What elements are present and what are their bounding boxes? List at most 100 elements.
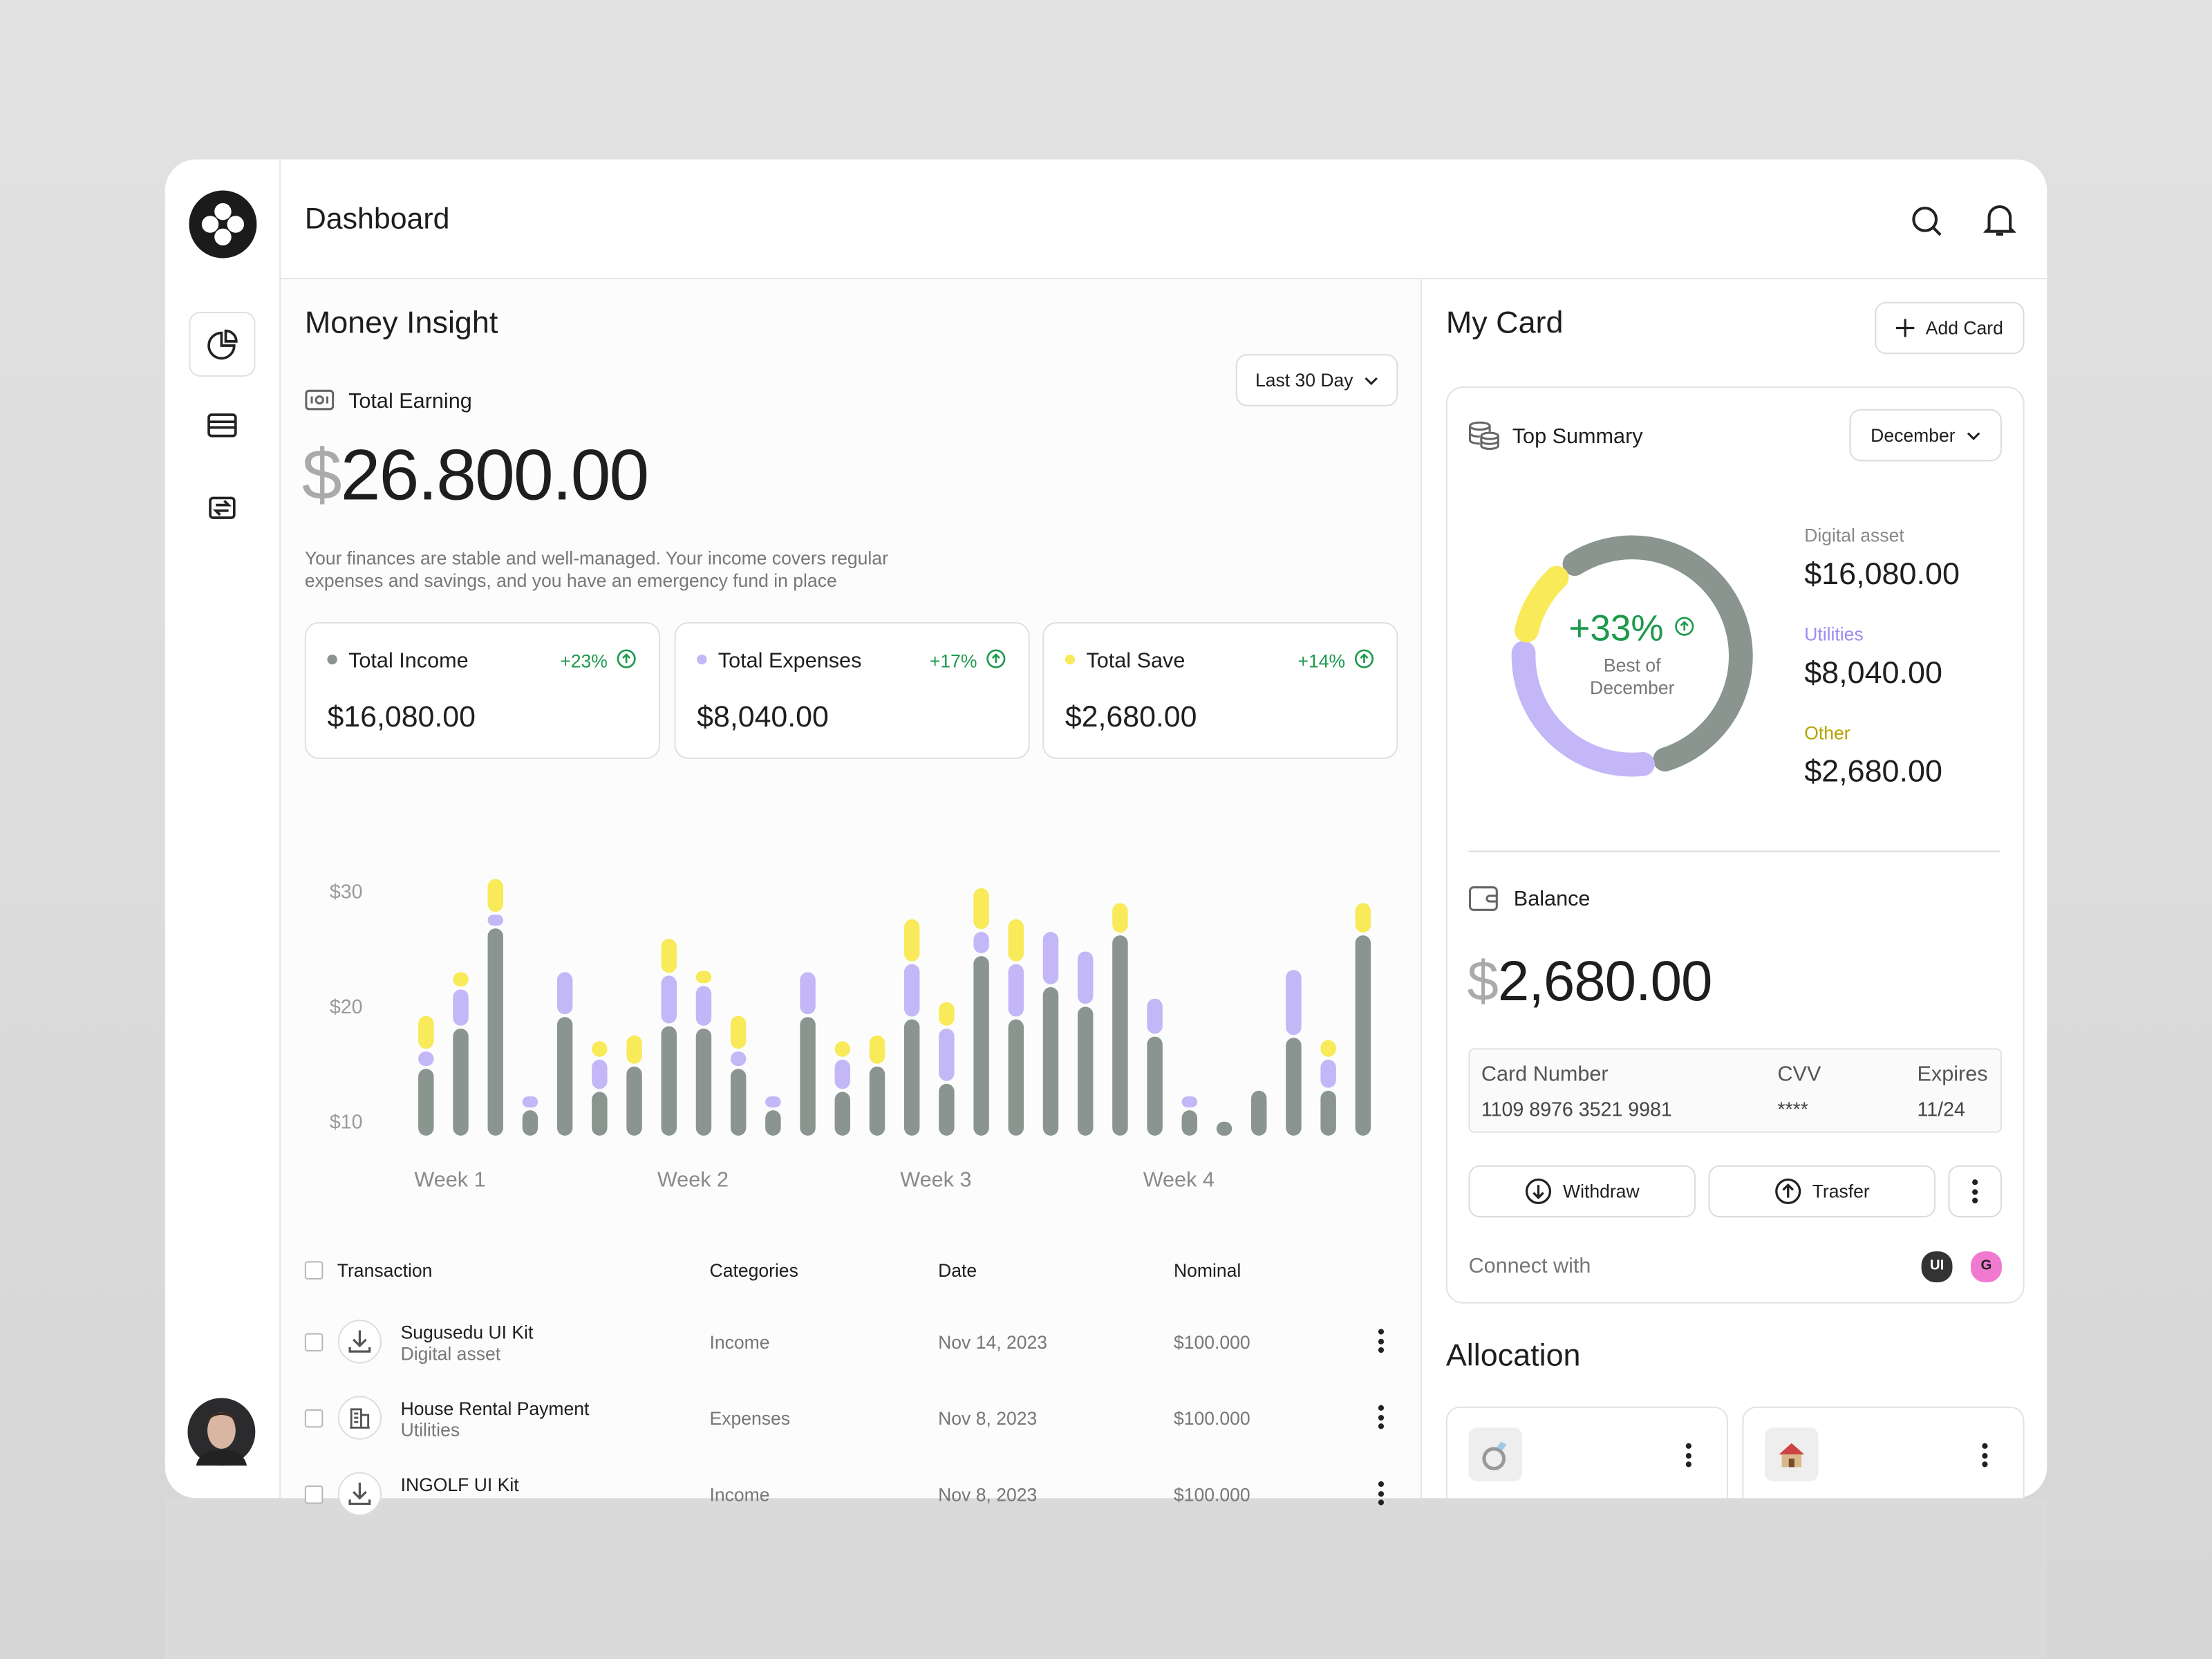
more-icon[interactable] [1378, 1405, 1385, 1433]
bar-segment [626, 1035, 642, 1064]
period-dropdown[interactable]: Last 30 Day [1235, 354, 1398, 406]
connection-badge[interactable]: UI [1920, 1250, 1954, 1284]
date: Nov 8, 2023 [938, 1483, 1038, 1506]
bar-segment [903, 919, 920, 962]
checkbox[interactable] [304, 1409, 324, 1428]
bar-segment [869, 1066, 885, 1136]
more-button[interactable] [1948, 1165, 2002, 1218]
nav-active[interactable] [189, 312, 256, 377]
bar-segment [903, 964, 920, 1017]
summary-value: $16,080.00 [1804, 556, 1960, 592]
search-icon[interactable] [1910, 205, 1944, 238]
bar-segment [730, 1069, 747, 1136]
logo[interactable] [189, 190, 257, 259]
header-divider [281, 278, 2047, 280]
bar-segment [592, 1091, 608, 1136]
stat-card[interactable] [674, 622, 1030, 759]
stat-change: +23% [560, 650, 608, 672]
more-icon[interactable] [1378, 1481, 1385, 1509]
bar-segment [1147, 998, 1163, 1034]
bar-segment [1320, 1059, 1336, 1088]
more-icon[interactable] [1685, 1443, 1691, 1471]
section-title: Money Insight [304, 304, 498, 340]
nav-transfer-icon[interactable] [206, 491, 238, 523]
connect-label: Connect with [1468, 1254, 1591, 1278]
bar-segment [1286, 970, 1302, 1035]
more-icon[interactable] [1378, 1329, 1385, 1356]
category: Income [709, 1331, 770, 1353]
bar-segment [1077, 951, 1094, 1004]
column-header: Transaction [337, 1259, 433, 1282]
checkbox[interactable] [304, 1485, 324, 1504]
nav-insight-icon[interactable] [206, 329, 238, 362]
bar-segment [1320, 1090, 1336, 1136]
bar-segment [453, 972, 469, 987]
date: Nov 14, 2023 [938, 1331, 1047, 1353]
up-icon [986, 649, 1006, 668]
action-button[interactable]: Trasfer [1708, 1165, 1936, 1218]
checkbox[interactable] [304, 1261, 324, 1280]
summary-icon [1468, 421, 1499, 450]
bar-segment [903, 1019, 920, 1136]
bar-segment [1008, 919, 1024, 962]
stat-value: $2,680.00 [1065, 701, 1197, 734]
bar-segment [418, 1069, 434, 1136]
bar-segment [973, 932, 989, 954]
column-header: Date [938, 1259, 977, 1282]
connection-badge[interactable]: G [1969, 1250, 2003, 1284]
donut-chart [1511, 535, 1753, 777]
month-dropdown[interactable]: December [1849, 409, 2002, 462]
plus-icon [1895, 319, 1915, 337]
notification-icon[interactable] [1983, 203, 2016, 238]
transaction-icon [337, 1320, 382, 1364]
bar-segment [695, 986, 712, 1026]
transaction-sub: Digital asset [400, 1342, 501, 1365]
up-icon [617, 649, 636, 668]
bar-segment [1077, 1006, 1094, 1136]
bar-segment [1355, 935, 1371, 1136]
stat-value: $8,040.00 [697, 701, 829, 734]
more-icon[interactable] [1982, 1443, 1988, 1471]
stat-card[interactable] [1042, 622, 1398, 759]
chevron [1967, 431, 1980, 440]
section-title: Allocation [1445, 1337, 1581, 1373]
earning-icon [305, 389, 335, 411]
bar-segment [453, 989, 469, 1026]
bar-segment [800, 1017, 816, 1136]
donut-segment [1515, 565, 1569, 643]
bar-segment [487, 915, 503, 926]
bar-chart: $10 $20 $30 Week 1 Week 2 Week 3 Week 4 [330, 879, 1371, 1191]
up-icon [1354, 649, 1374, 668]
transaction-name: House Rental Payment [400, 1398, 590, 1420]
add-card-button[interactable]: Add Card [1875, 301, 2025, 355]
checkbox[interactable] [304, 1333, 324, 1352]
donut-center-value: +33% [1568, 606, 1664, 649]
stat-card[interactable] [304, 622, 661, 759]
legend-dot [697, 654, 707, 665]
transaction-sub: Utilities [400, 1419, 460, 1441]
nominal: $100.000 [1173, 1331, 1250, 1353]
bar-segment [695, 1028, 712, 1136]
wallet-icon [1468, 886, 1498, 911]
bar-segment [556, 972, 573, 1015]
nominal: $100.000 [1173, 1483, 1250, 1506]
bar-segment [1216, 1121, 1232, 1136]
bar-segment [661, 975, 677, 1024]
donut-segment [1562, 535, 1753, 772]
x-tick-label: Week 2 [657, 1168, 729, 1191]
bar-segment [765, 1110, 781, 1136]
bar-segment [556, 1017, 573, 1136]
bar-segment [1355, 903, 1371, 933]
x-tick-label: Week 1 [414, 1168, 485, 1191]
currency: $ [1467, 950, 1498, 1013]
nav-card-icon[interactable] [206, 411, 238, 439]
avatar[interactable] [187, 1398, 256, 1466]
amount: 2,680.00 [1497, 950, 1713, 1013]
summary-value: $2,680.00 [1804, 753, 1942, 789]
stat-change: +17% [929, 650, 977, 672]
add-card-label: Add Card [1925, 317, 2003, 339]
bar-segment [487, 928, 503, 1136]
summary-label: Other [1804, 722, 1850, 744]
action-button[interactable]: Withdraw [1468, 1165, 1696, 1218]
